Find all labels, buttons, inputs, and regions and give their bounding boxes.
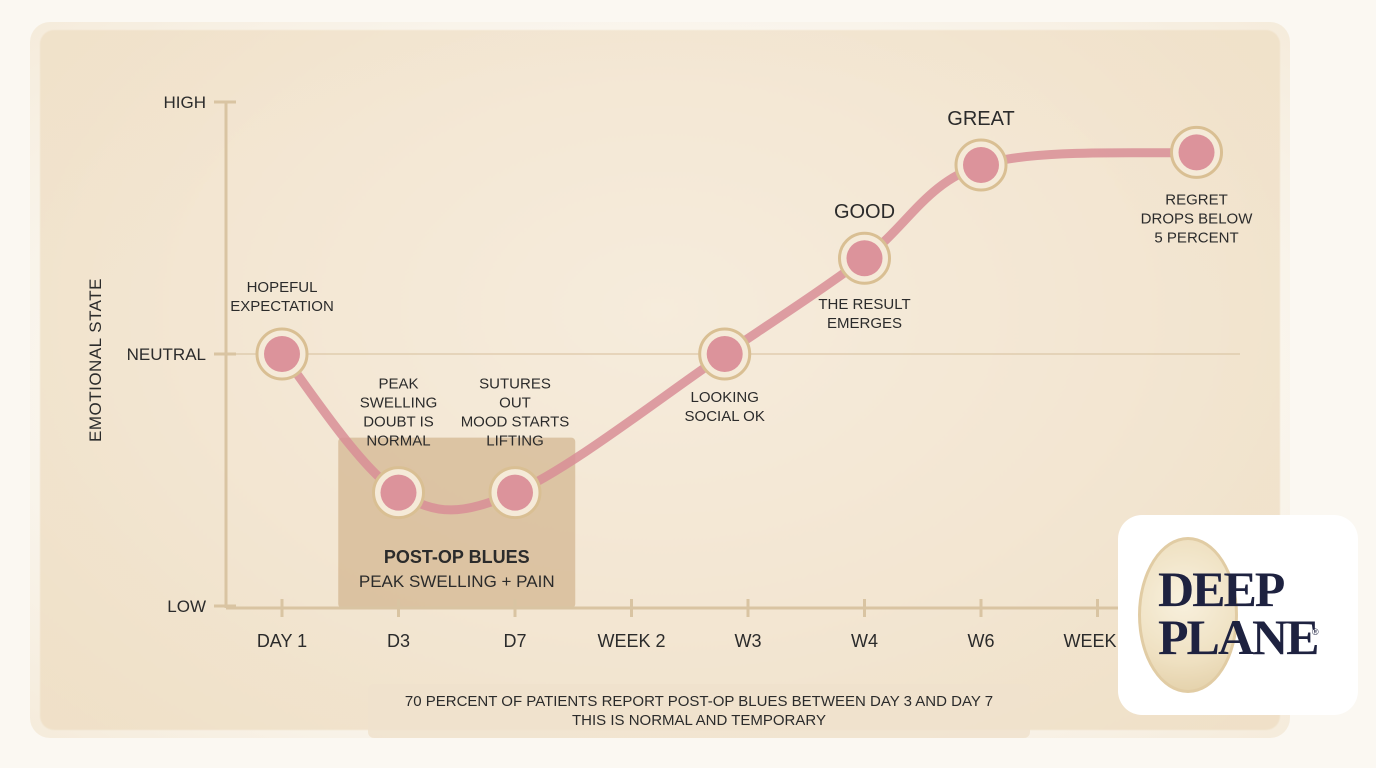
point-label-line: HOPEFUL bbox=[247, 279, 318, 296]
x-tick-label: D3 bbox=[387, 631, 410, 651]
x-tick-label: W3 bbox=[735, 631, 762, 651]
x-tick-label: W6 bbox=[968, 631, 995, 651]
point-label: REGRET DROPS BELOW 5 PERCENT bbox=[1141, 191, 1254, 246]
x-tick-label: WEEK 8 bbox=[1063, 631, 1131, 651]
footnote-box: 70 PERCENT OF PATIENTS REPORT POST-OP BL… bbox=[368, 684, 1030, 738]
footnote-line-1: 70 PERCENT OF PATIENTS REPORT POST-OP BL… bbox=[404, 693, 994, 710]
point-label-line: LIFTING bbox=[486, 433, 544, 450]
footnote-line-2: THIS IS NORMAL AND TEMPORARY bbox=[572, 712, 826, 729]
point-label-line: OUT bbox=[499, 395, 531, 412]
point-label-line: NORMAL bbox=[366, 433, 430, 450]
y-tick-label: LOW bbox=[167, 597, 206, 616]
point-label-line: LOOKING bbox=[691, 389, 759, 406]
point-label-line: PEAK bbox=[378, 376, 418, 393]
point-label: LOOKING SOCIAL OK bbox=[685, 389, 765, 425]
point-label: PEAK SWELLING DOUBT IS NORMAL bbox=[360, 376, 438, 450]
point-tag: GOOD bbox=[834, 201, 895, 223]
data-point-marker bbox=[846, 240, 883, 277]
point-label: SUTURES OUT MOOD STARTS LIFTING bbox=[461, 376, 570, 450]
point-tag: GREAT bbox=[947, 108, 1014, 130]
logo-emblem bbox=[1138, 537, 1238, 693]
data-point-marker bbox=[264, 336, 300, 372]
region-subtitle: PEAK SWELLING + PAIN bbox=[359, 572, 555, 591]
point-label-line: REGRET bbox=[1165, 191, 1228, 208]
point-label-line: SWELLING bbox=[360, 395, 438, 412]
logo-line-2: PLANE bbox=[1158, 609, 1319, 665]
y-axis-label: EMOTIONAL STATE bbox=[86, 278, 105, 442]
x-tick-label: WEEK 2 bbox=[597, 631, 665, 651]
data-point-marker bbox=[497, 474, 533, 511]
brand-logo: DEEP PLANE bbox=[1158, 561, 1319, 665]
point-label-line: 5 PERCENT bbox=[1154, 229, 1238, 246]
registered-mark: ® bbox=[1312, 627, 1319, 637]
point-label-line: THE RESULT bbox=[818, 296, 910, 313]
point-label-line: MOOD STARTS bbox=[461, 414, 570, 431]
x-tick-label: W4 bbox=[851, 631, 878, 651]
logo-line-1: DEEP bbox=[1158, 561, 1285, 617]
data-point-marker bbox=[380, 474, 417, 511]
point-label-line: DOUBT IS bbox=[363, 414, 434, 431]
point-label-line: EXPECTATION bbox=[230, 298, 334, 315]
x-tick-label: DAY 1 bbox=[257, 631, 307, 651]
y-tick-label: HIGH bbox=[164, 93, 207, 112]
point-label: HOPEFUL EXPECTATION bbox=[230, 279, 334, 315]
logo-card: DEEP PLANE ® bbox=[1118, 515, 1358, 715]
y-tick-label: NEUTRAL bbox=[127, 345, 206, 364]
region-title: POST-OP BLUES bbox=[384, 547, 530, 567]
x-tick-label: D7 bbox=[503, 631, 526, 651]
point-label-line: EMERGES bbox=[827, 315, 902, 332]
data-point-marker bbox=[1178, 134, 1215, 171]
data-point-marker bbox=[963, 147, 999, 183]
data-point-marker bbox=[706, 336, 743, 372]
point-label-line: SUTURES bbox=[479, 376, 551, 393]
point-label-line: DROPS BELOW bbox=[1141, 210, 1254, 227]
point-label: THE RESULT EMERGES bbox=[818, 296, 910, 332]
paper-edge bbox=[30, 22, 1290, 738]
point-label-line: SOCIAL OK bbox=[685, 408, 765, 425]
